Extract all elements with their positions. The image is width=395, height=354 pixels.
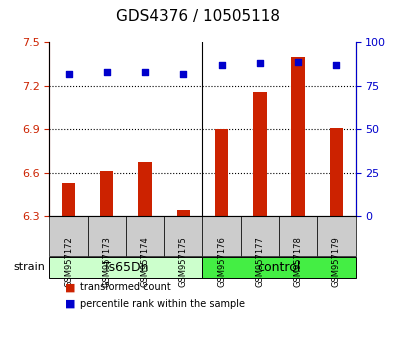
Bar [177, 210, 190, 216]
Point [142, 69, 148, 75]
Text: GSM957172: GSM957172 [64, 236, 73, 287]
Text: GSM957174: GSM957174 [141, 236, 150, 287]
FancyBboxPatch shape [279, 216, 317, 256]
Text: GSM957178: GSM957178 [293, 236, 303, 287]
Bar [330, 128, 343, 216]
FancyBboxPatch shape [126, 216, 164, 256]
Bar [100, 171, 113, 216]
Point [295, 59, 301, 64]
FancyBboxPatch shape [202, 257, 356, 278]
Text: strain: strain [14, 262, 45, 272]
Bar [253, 92, 267, 216]
FancyBboxPatch shape [202, 216, 241, 256]
Point [103, 69, 110, 75]
Bar [292, 57, 305, 216]
Point [257, 61, 263, 66]
Point [180, 71, 186, 76]
FancyBboxPatch shape [317, 216, 356, 256]
Bar [62, 183, 75, 216]
FancyBboxPatch shape [49, 216, 88, 256]
Text: percentile rank within the sample: percentile rank within the sample [80, 299, 245, 309]
Text: GDS4376 / 10505118: GDS4376 / 10505118 [115, 9, 280, 24]
Text: ■: ■ [65, 282, 75, 292]
Text: ■: ■ [65, 299, 75, 309]
Text: GSM957175: GSM957175 [179, 236, 188, 287]
Text: GSM957177: GSM957177 [255, 236, 264, 287]
FancyBboxPatch shape [164, 216, 202, 256]
Text: GSM957173: GSM957173 [102, 236, 111, 287]
Point [218, 62, 225, 68]
Text: control: control [257, 261, 301, 274]
FancyBboxPatch shape [241, 216, 279, 256]
Bar [138, 162, 152, 216]
Text: transformed count: transformed count [80, 282, 171, 292]
Point [333, 62, 340, 68]
FancyBboxPatch shape [49, 257, 202, 278]
Text: GSM957179: GSM957179 [332, 236, 341, 287]
Point [65, 71, 71, 76]
FancyBboxPatch shape [88, 216, 126, 256]
Text: Ts65Dn: Ts65Dn [103, 261, 149, 274]
Bar [215, 129, 228, 216]
Text: GSM957176: GSM957176 [217, 236, 226, 287]
